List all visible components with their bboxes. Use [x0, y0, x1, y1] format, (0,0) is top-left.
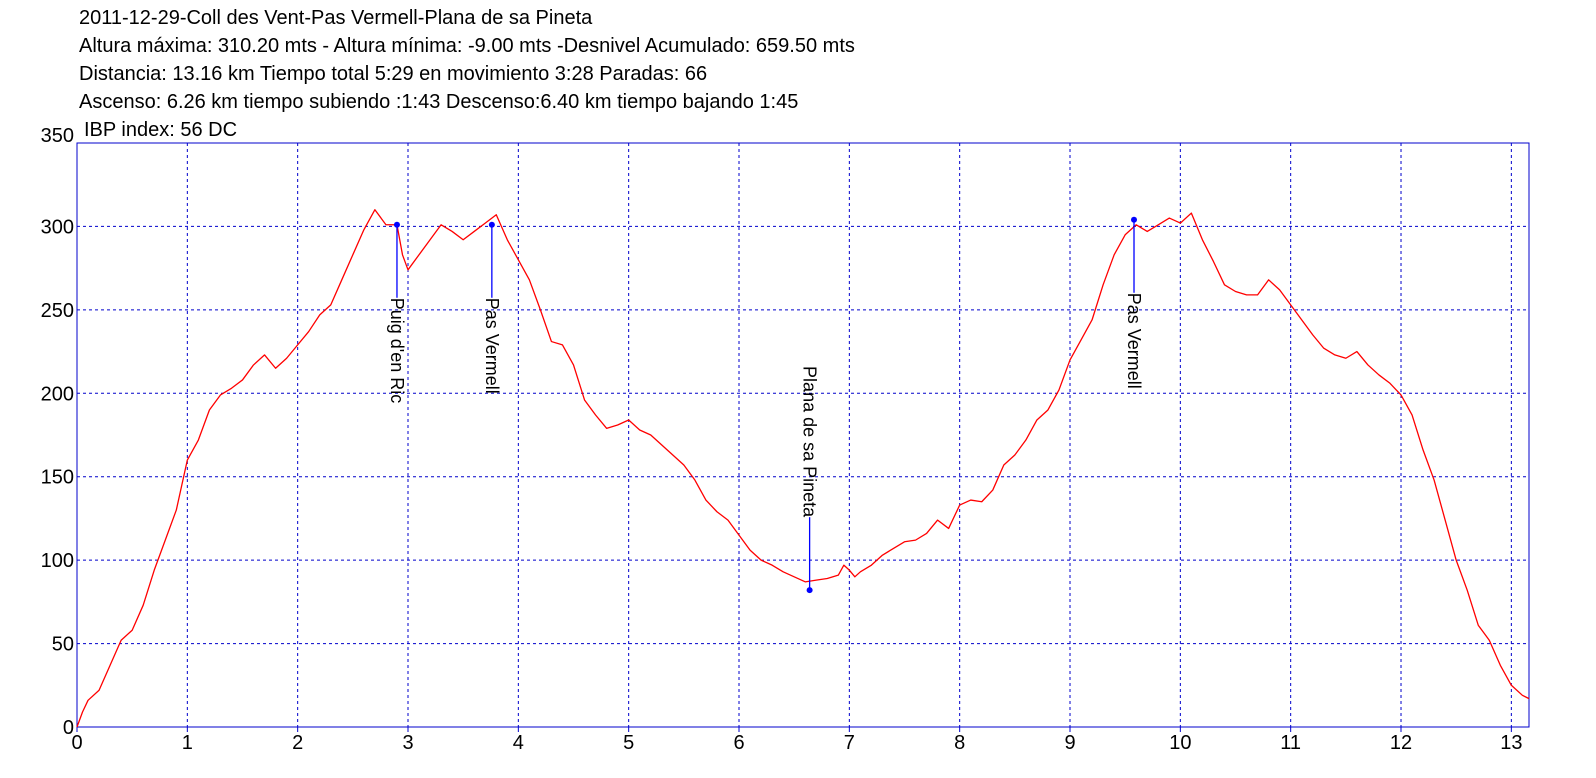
waypoint-label: Pas Vermell — [482, 298, 502, 394]
info-line: Altura máxima: 310.20 mts - Altura mínim… — [79, 35, 855, 57]
info-line: Ascenso: 6.26 km tiempo subiendo :1:43 D… — [79, 91, 798, 113]
y-tick-label: 300 — [41, 216, 74, 238]
x-tick-label: 5 — [623, 732, 634, 754]
waypoint-marker — [488, 221, 495, 228]
x-tick-label: 2 — [292, 732, 303, 754]
elevation-line — [76, 209, 1530, 728]
waypoint-label: Pas Vermell — [1124, 293, 1144, 389]
x-tick-label: 12 — [1390, 732, 1412, 754]
waypoint-label: Puig d'en Ric — [387, 298, 407, 404]
y-tick-label: 350 — [41, 125, 74, 147]
x-tick-label: 7 — [844, 732, 855, 754]
x-tick-label: 4 — [513, 732, 524, 754]
y-tick-label: 0 — [63, 717, 74, 739]
info-line: IBP index: 56 DC — [84, 119, 237, 141]
x-tick-label: 1 — [182, 732, 193, 754]
y-tick-label: 50 — [52, 634, 74, 656]
x-tick-label: 11 — [1280, 732, 1301, 754]
x-tick-label: 10 — [1169, 732, 1191, 754]
x-tick-label: 6 — [733, 732, 744, 754]
x-tick-label: 3 — [402, 732, 413, 754]
x-tick-label: 9 — [1064, 732, 1075, 754]
chart-title: 2011-12-29-Coll des Vent-Pas Vermell-Pla… — [79, 7, 593, 29]
y-tick-label: 100 — [41, 550, 74, 572]
y-tick-label: 250 — [41, 300, 74, 322]
x-tick-label: 8 — [954, 732, 965, 754]
plot-frame — [76, 142, 1530, 728]
y-tick-label: 200 — [41, 383, 74, 405]
waypoint-marker — [393, 221, 400, 228]
x-tick-label: 0 — [71, 732, 82, 754]
x-tick-label: 13 — [1500, 732, 1522, 754]
info-line: Distancia: 13.16 km Tiempo total 5:29 en… — [79, 63, 707, 85]
y-tick-label: 150 — [41, 467, 74, 489]
waypoint-marker — [806, 587, 813, 594]
waypoint-marker — [1131, 216, 1138, 223]
waypoint-label: Plana de sa Pineta — [800, 366, 820, 518]
